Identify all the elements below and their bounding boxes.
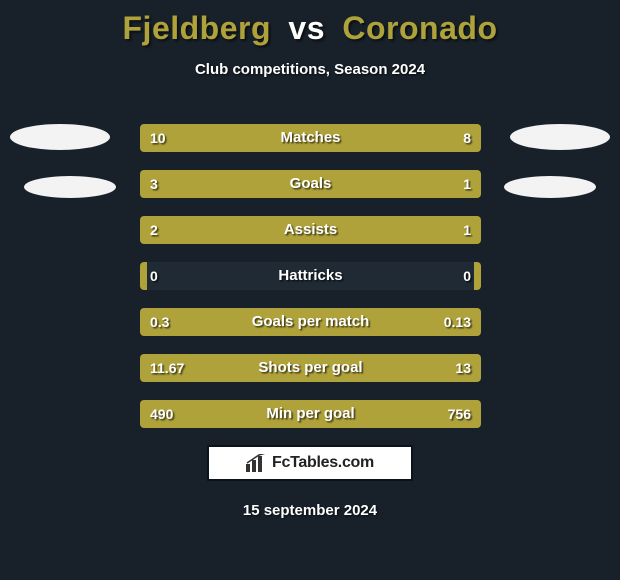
- stat-bar-left: [140, 170, 396, 198]
- stat-bar-right: [330, 124, 481, 152]
- avatar-placeholder-right-2: [504, 176, 596, 198]
- stat-bar-left: [140, 308, 378, 336]
- stat-bar-left: [140, 124, 330, 152]
- stat-label: Hattricks: [140, 262, 481, 290]
- stat-row: Assists21: [140, 216, 481, 244]
- stat-bar-right: [396, 170, 481, 198]
- stat-value-left: 0: [150, 262, 158, 290]
- stat-row: Min per goal490756: [140, 400, 481, 428]
- stat-bar-left: [140, 354, 301, 382]
- stat-bar-right: [474, 262, 481, 290]
- stat-row: Hattricks0 0: [140, 262, 481, 290]
- title-vs: vs: [288, 10, 325, 46]
- title-player-1: Fjeldberg: [123, 10, 272, 46]
- stat-row: Shots per goal11.6713: [140, 354, 481, 382]
- stats-container: Matches108 Goals31 Assists21 Hattricks0 0 Goa…: [140, 124, 481, 446]
- stat-bar-left: [140, 400, 274, 428]
- stat-row: Matches108: [140, 124, 481, 152]
- stat-bar-right: [301, 354, 481, 382]
- stat-bar-right: [367, 216, 481, 244]
- avatar-placeholder-right-1: [510, 124, 610, 150]
- stat-row: Goals per match0.30.13: [140, 308, 481, 336]
- avatar-placeholder-left-2: [24, 176, 116, 198]
- logo-text: FcTables.com: [272, 454, 374, 472]
- subtitle: Club competitions, Season 2024: [0, 61, 620, 78]
- stat-bar-right: [274, 400, 481, 428]
- avatar-placeholder-left-1: [10, 124, 110, 150]
- fctables-logo[interactable]: FcTables.com: [207, 445, 413, 481]
- stat-bar-left: [140, 262, 147, 290]
- title-player-2: Coronado: [342, 10, 497, 46]
- page-title: Fjeldberg vs Coronado: [0, 0, 620, 47]
- date-text: 15 september 2024: [0, 502, 620, 519]
- bar-chart-icon: [246, 454, 268, 472]
- stat-value-right: 0: [463, 262, 471, 290]
- stat-row: Goals31: [140, 170, 481, 198]
- stat-bar-left: [140, 216, 367, 244]
- stat-bar-right: [378, 308, 481, 336]
